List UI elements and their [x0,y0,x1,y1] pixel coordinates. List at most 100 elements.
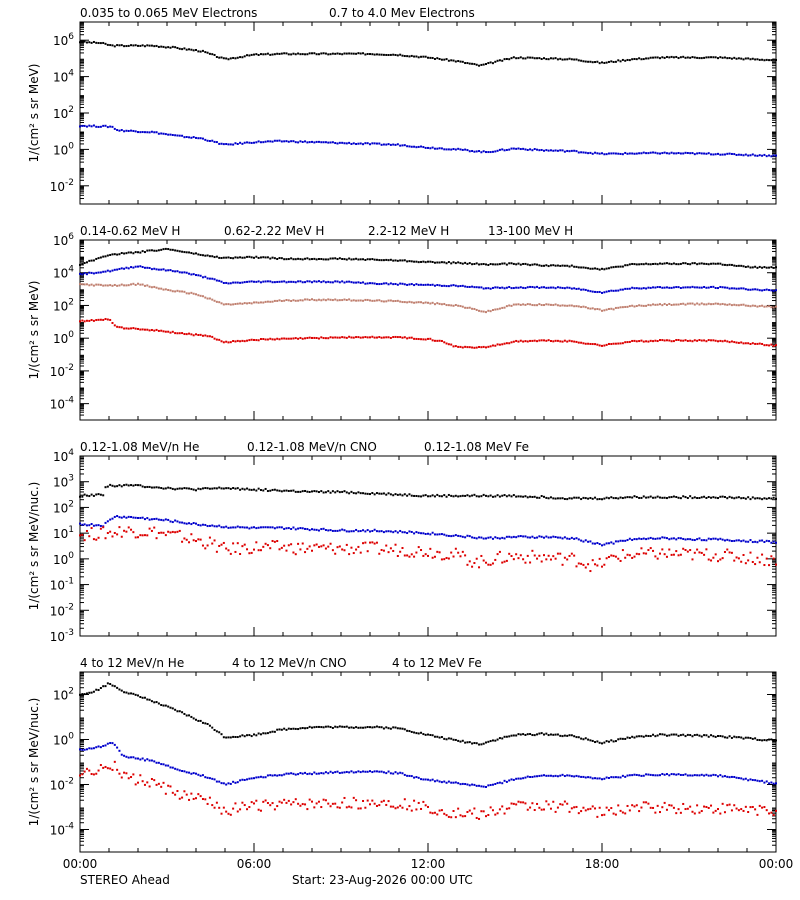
data-point [350,258,353,261]
data-point [649,56,652,59]
data-point [494,558,497,561]
data-point [737,557,740,560]
data-point [292,280,295,283]
data-point [239,56,242,59]
data-point [280,337,283,340]
data-point [406,532,409,535]
data-point [772,540,775,543]
data-point [176,289,179,292]
data-point [362,542,365,545]
data-point [756,813,759,816]
data-point [422,494,425,497]
data-point [536,775,539,778]
data-point [373,258,376,261]
data-point [482,150,485,153]
data-point [707,339,710,342]
data-point [88,747,91,750]
data-point [104,685,107,688]
data-point [538,264,541,267]
data-point [645,552,648,555]
data-point [338,806,341,809]
data-point [443,58,446,61]
data-point [220,526,223,529]
data-point [730,496,733,499]
data-point [440,58,443,61]
data-point [355,492,358,495]
data-point [169,520,172,523]
data-point [489,61,492,64]
data-point [740,540,743,543]
data-point [79,283,81,286]
data-point [677,151,680,154]
data-point [433,57,436,60]
data-point [447,534,450,537]
data-point [758,497,761,500]
data-point [181,521,184,524]
data-point [772,306,775,309]
data-point [728,263,731,266]
data-point [266,802,269,805]
data-point [631,556,634,559]
data-point [95,271,98,274]
data-point [663,302,666,305]
data-point [665,497,668,500]
data-point [721,802,724,805]
data-point [519,733,522,736]
data-point [123,529,126,532]
data-point [747,57,750,60]
data-point [601,565,603,568]
data-point [273,730,276,733]
data-point [162,519,165,522]
data-point [385,53,388,56]
data-point [529,303,532,306]
data-point [577,775,580,778]
data-point [204,487,207,490]
data-point [475,63,478,66]
data-point [712,285,715,288]
data-point [102,318,105,321]
data-point [385,493,388,496]
data-point [665,734,668,737]
data-point [134,757,137,760]
data-point [111,535,114,538]
data-point [475,308,478,311]
data-point [672,537,675,540]
data-point [591,343,594,346]
data-point [526,263,529,266]
data-point [723,775,726,778]
data-point [225,547,228,550]
data-point [150,286,153,289]
data-point [146,328,149,331]
data-point [262,53,265,56]
data-point [125,530,128,533]
data-point [160,487,163,490]
data-point [445,304,448,307]
data-point [485,537,487,540]
data-point [584,539,587,542]
data-point [624,264,627,267]
data-point [285,299,288,302]
data-point [487,287,490,290]
data-point [262,338,265,341]
data-point [747,154,750,157]
data-point [190,291,193,294]
data-point [566,537,569,540]
data-point [754,288,757,291]
data-point [466,346,469,349]
data-point [756,779,759,782]
data-point [744,153,747,156]
data-point [638,774,641,777]
data-point [248,54,251,57]
data-point [533,536,536,539]
data-point [487,309,490,312]
data-point [598,557,601,560]
data-point [663,56,666,59]
data-point [308,298,311,301]
data-point [375,142,378,145]
data-point [109,44,112,47]
data-point [123,515,126,518]
footer-spacecraft-label: STEREO Ahead [80,873,170,887]
data-point [113,253,116,256]
data-point [628,554,631,557]
data-point [273,774,276,777]
